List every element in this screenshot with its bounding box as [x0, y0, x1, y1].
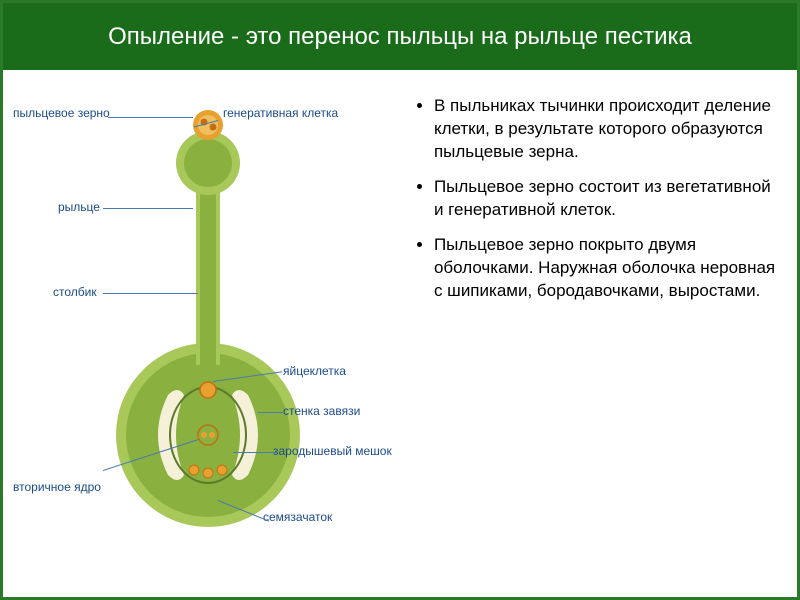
leader [258, 412, 283, 413]
diagram-panel: пыльцевое зерно рыльце столбик вторичное… [3, 70, 400, 560]
bullet-list: В пыльниках тычинки происходит деление к… [410, 95, 777, 303]
label-style: столбик [53, 285, 97, 299]
text-column: В пыльниках тычинки происходит деление к… [400, 70, 797, 560]
content-row: пыльцевое зерно рыльце столбик вторичное… [3, 70, 797, 560]
label-embryo-sac: зародышевый мешок [273, 444, 392, 458]
label-ovule: семязачаток [263, 510, 332, 524]
label-secondary-nucleus: вторичное ядро [13, 480, 101, 494]
page-title: Опыление - это перенос пыльцы на рыльце … [3, 3, 797, 70]
leader [103, 293, 198, 294]
label-generative-cell: генеративная клетка [223, 106, 338, 120]
list-item: Пыльцевое зерно покрыто двумя оболочками… [434, 234, 777, 303]
label-pollen-grain: пыльцевое зерно [13, 106, 110, 120]
list-item: В пыльниках тычинки происходит деление к… [434, 95, 777, 164]
pistil-diagram [98, 105, 318, 535]
label-ovary-wall: стенка завязи [283, 404, 360, 418]
leader [103, 208, 193, 209]
list-item: Пыльцевое зерно состоит из вегетативной … [434, 176, 777, 222]
leader [108, 117, 193, 118]
leader [233, 452, 278, 453]
label-egg-cell: яйцеклетка [283, 364, 346, 378]
label-stigma: рыльце [58, 200, 100, 214]
